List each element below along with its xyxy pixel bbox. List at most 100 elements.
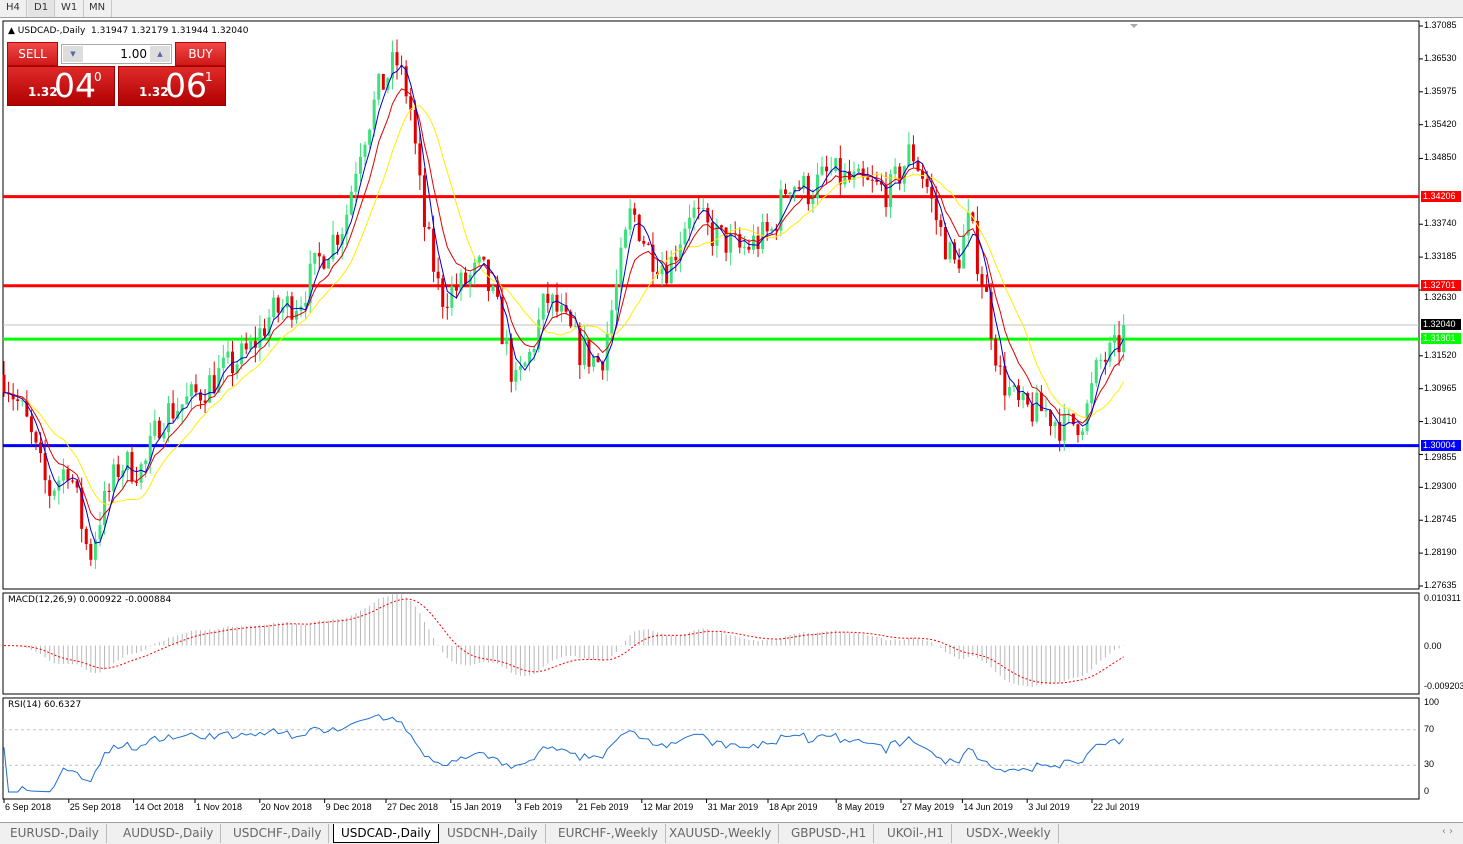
candle-body — [505, 338, 509, 345]
tab-gbpusd-h1[interactable]: GBPUSD-,H1 — [784, 824, 875, 843]
timeframe-w1[interactable]: W1 — [55, 0, 85, 17]
sell-button[interactable]: SELL — [7, 42, 58, 66]
candle-body — [939, 220, 943, 227]
candle-body — [322, 256, 326, 269]
ohlc-values: 1.31947 1.32179 1.31944 1.32040 — [91, 26, 249, 36]
candle-body — [770, 228, 774, 232]
candle-body — [294, 310, 298, 320]
candle-body — [847, 171, 851, 180]
candle-body — [911, 144, 915, 162]
candle-body — [697, 207, 701, 209]
candle-body — [93, 539, 97, 560]
candle-body — [825, 166, 829, 172]
sell-price[interactable]: 1.32 04 0 — [7, 66, 115, 106]
candle-body — [208, 375, 212, 403]
time-axis-label: 12 Mar 2019 — [642, 802, 694, 812]
buy-price-pip: 1 — [205, 70, 213, 84]
macd-panel-border — [2, 592, 1420, 695]
candle-body — [189, 384, 193, 397]
candle-body — [665, 265, 669, 284]
timeframe-mn[interactable]: MN — [83, 0, 113, 17]
candle-body — [742, 246, 746, 248]
candle-body — [276, 297, 280, 313]
candle-body — [317, 252, 321, 257]
candle-body — [153, 420, 157, 436]
candle-body — [879, 181, 883, 185]
candle-body — [272, 297, 276, 318]
candle-body — [518, 366, 522, 370]
lot-increase-icon[interactable]: ▲ — [150, 46, 170, 62]
candle-body — [226, 351, 230, 358]
candle-body — [738, 234, 742, 248]
candle-body — [1103, 359, 1107, 362]
candle-body — [454, 286, 458, 291]
tab-usdcad-daily[interactable]: USDCAD-,Daily — [333, 824, 439, 843]
candle-body — [418, 143, 422, 176]
price-axis-label: 1.28745 — [1424, 514, 1457, 525]
tab-usdchf-daily[interactable]: USDCHF-,Daily — [226, 824, 330, 843]
candle-body — [688, 217, 691, 229]
candle-body — [793, 187, 797, 193]
candle-body — [1076, 424, 1080, 436]
candle-body — [84, 528, 88, 544]
candle-body — [797, 187, 801, 189]
candle-body — [619, 247, 623, 284]
tab-xauusd-weekly[interactable]: XAUUSD-,Weekly — [662, 824, 780, 843]
lot-size-field[interactable]: ▼ 1.00 ▲ — [61, 44, 172, 64]
chart-window[interactable]: ▲ USDCAD-,Daily 1.31947 1.32179 1.31944 … — [0, 18, 1463, 822]
candle-body — [1053, 422, 1057, 427]
lot-size-value[interactable]: 1.00 — [120, 47, 147, 61]
candle-body — [820, 166, 824, 175]
candle-body — [267, 317, 271, 336]
tab-ukoil-h1[interactable]: UKOil-,H1 — [880, 824, 952, 843]
time-axis-label: 8 May 2019 — [837, 802, 885, 812]
chart-canvas[interactable] — [0, 18, 1463, 822]
rsi-axis-label: 0 — [1424, 786, 1430, 796]
symbol-title: USDCAD-,Daily — [17, 26, 86, 36]
candle-body — [975, 220, 979, 275]
tab-usdcnh-daily[interactable]: USDCNH-,Daily — [440, 824, 546, 843]
candle-body — [1039, 392, 1043, 412]
timeframe-d1[interactable]: D1 — [28, 0, 56, 17]
candle-body — [957, 259, 961, 269]
buy-button[interactable]: BUY — [175, 42, 226, 66]
tab-eurusd-daily[interactable]: EURUSD-,Daily — [3, 824, 107, 843]
collapse-triangle-icon[interactable]: ▲ — [8, 26, 15, 36]
candle-body — [185, 396, 189, 405]
tab-eurchf-weekly[interactable]: EURCHF-,Weekly — [551, 824, 666, 843]
tab-audusd-daily[interactable]: AUDUSD-,Daily — [116, 824, 222, 843]
candle-body — [354, 173, 358, 192]
candle-body — [514, 369, 518, 382]
buy-price[interactable]: 1.32 06 1 — [118, 66, 226, 106]
candle-body — [176, 410, 180, 419]
candle-body — [404, 66, 408, 97]
chart-shift-marker[interactable] — [1130, 24, 1138, 28]
candle-body — [244, 343, 248, 350]
candle-body — [486, 259, 490, 291]
time-axis-label: 3 Jul 2019 — [1028, 802, 1070, 812]
tab-scroll-arrows-icon[interactable]: ‹ › — [1441, 826, 1453, 837]
candle-body — [587, 340, 591, 367]
candle-body — [368, 129, 372, 145]
candle-body — [390, 52, 394, 79]
tab-usdx-weekly[interactable]: USDX-,Weekly — [959, 824, 1059, 843]
candle-body — [194, 384, 198, 393]
sell-price-pip: 0 — [94, 70, 102, 84]
candle-body — [48, 480, 52, 496]
candle-body — [477, 256, 481, 263]
candle-body — [861, 168, 865, 178]
timeframe-h4[interactable]: H4 — [0, 0, 27, 17]
price-axis-label: 1.29855 — [1424, 451, 1457, 462]
candle-body — [898, 166, 902, 184]
level-price-tag: 1.32701 — [1421, 279, 1461, 291]
lot-decrease-icon[interactable]: ▼ — [63, 46, 83, 62]
macd-axis-label: -0.009203 — [1424, 681, 1463, 691]
candle-body — [628, 208, 632, 230]
candle-body — [729, 233, 733, 253]
candle-body — [550, 294, 554, 304]
price-axis-label: 1.31520 — [1424, 349, 1457, 360]
candle-body — [637, 214, 641, 241]
candle-body — [646, 243, 650, 245]
candle-body — [240, 343, 244, 365]
candle-body — [1049, 410, 1053, 427]
